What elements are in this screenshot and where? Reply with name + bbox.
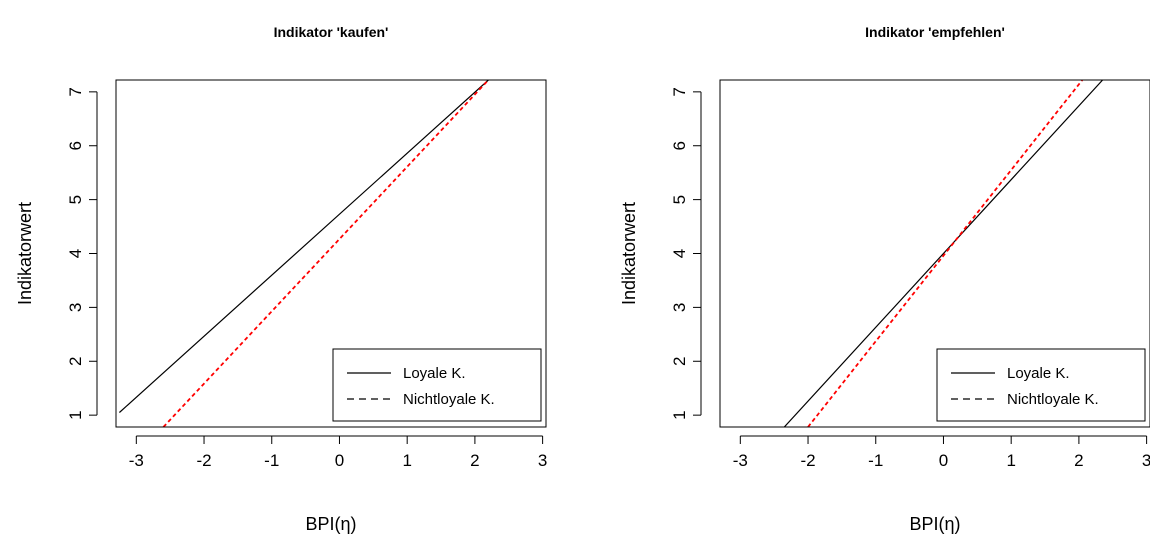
y-tick-label: 2 bbox=[670, 357, 689, 366]
y-tick-label: 1 bbox=[66, 410, 85, 419]
chart-title: Indikator 'kaufen' bbox=[274, 24, 389, 40]
legend-label: Nichtloyale K. bbox=[1007, 391, 1099, 408]
y-tick-label: 6 bbox=[66, 141, 85, 150]
legend-box bbox=[332, 348, 542, 422]
x-tick-label: -2 bbox=[800, 451, 815, 470]
series-line-nichtloyale bbox=[807, 80, 1084, 427]
x-axis-label: BPI(η) bbox=[909, 514, 960, 534]
x-tick-label: -3 bbox=[129, 451, 144, 470]
x-tick-label: 2 bbox=[470, 451, 479, 470]
y-axis-label: Indikatorwert bbox=[15, 202, 35, 305]
legend: Loyale K. Nichtloyale K. bbox=[332, 348, 542, 422]
plot-frame bbox=[719, 79, 1150, 428]
chart-panel-2: Indikator 'empfehlen' -3 -2 -1 0 1 2 3 1 2 3 4 5 6 7 BP… bbox=[619, 24, 1150, 534]
x-tick-label: -2 bbox=[196, 451, 211, 470]
x-tick-label: 0 bbox=[335, 451, 344, 470]
y-tick-label: 3 bbox=[66, 303, 85, 312]
x-tick-label: -1 bbox=[264, 451, 279, 470]
chart-panel-1: Indikator 'kaufen' -3 -2 -1 0 1 2 3 1 2 3 4 5 6 7 BPI(η… bbox=[15, 24, 547, 534]
y-tick-label: 7 bbox=[66, 87, 85, 96]
y-tick-label: 5 bbox=[66, 195, 85, 204]
y-tick-label: 3 bbox=[670, 303, 689, 312]
y-tick-label: 4 bbox=[66, 249, 85, 258]
y-tick-label: 1 bbox=[670, 410, 689, 419]
series-line-loyale bbox=[118, 80, 489, 413]
x-tick-label: 0 bbox=[939, 451, 948, 470]
y-tick-label: 5 bbox=[670, 195, 689, 204]
y-tick-label: 2 bbox=[66, 357, 85, 366]
y-tick-label: 6 bbox=[670, 141, 689, 150]
legend-label: Loyale K. bbox=[403, 365, 466, 382]
y-tick-label: 4 bbox=[670, 249, 689, 258]
legend-box bbox=[936, 348, 1146, 422]
y-axis-label: Indikatorwert bbox=[619, 202, 639, 305]
x-tick-label: 3 bbox=[538, 451, 547, 470]
x-tick-label: 1 bbox=[1006, 451, 1015, 470]
series-line-loyale bbox=[783, 80, 1104, 427]
chart-title: Indikator 'empfehlen' bbox=[865, 24, 1005, 40]
x-tick-label: -1 bbox=[868, 451, 883, 470]
x-tick-label: 3 bbox=[1142, 451, 1150, 470]
x-tick-label: 2 bbox=[1074, 451, 1083, 470]
x-tick-label: 1 bbox=[402, 451, 411, 470]
series-line-nichtloyale bbox=[162, 80, 490, 427]
x-tick-label: -3 bbox=[733, 451, 748, 470]
legend-label: Loyale K. bbox=[1007, 365, 1070, 382]
legend: Loyale K. Nichtloyale K. bbox=[936, 348, 1146, 422]
legend-label: Nichtloyale K. bbox=[403, 391, 495, 408]
y-tick-label: 7 bbox=[670, 87, 689, 96]
x-axis-label: BPI(η) bbox=[305, 514, 356, 534]
plot-frame bbox=[115, 79, 547, 428]
